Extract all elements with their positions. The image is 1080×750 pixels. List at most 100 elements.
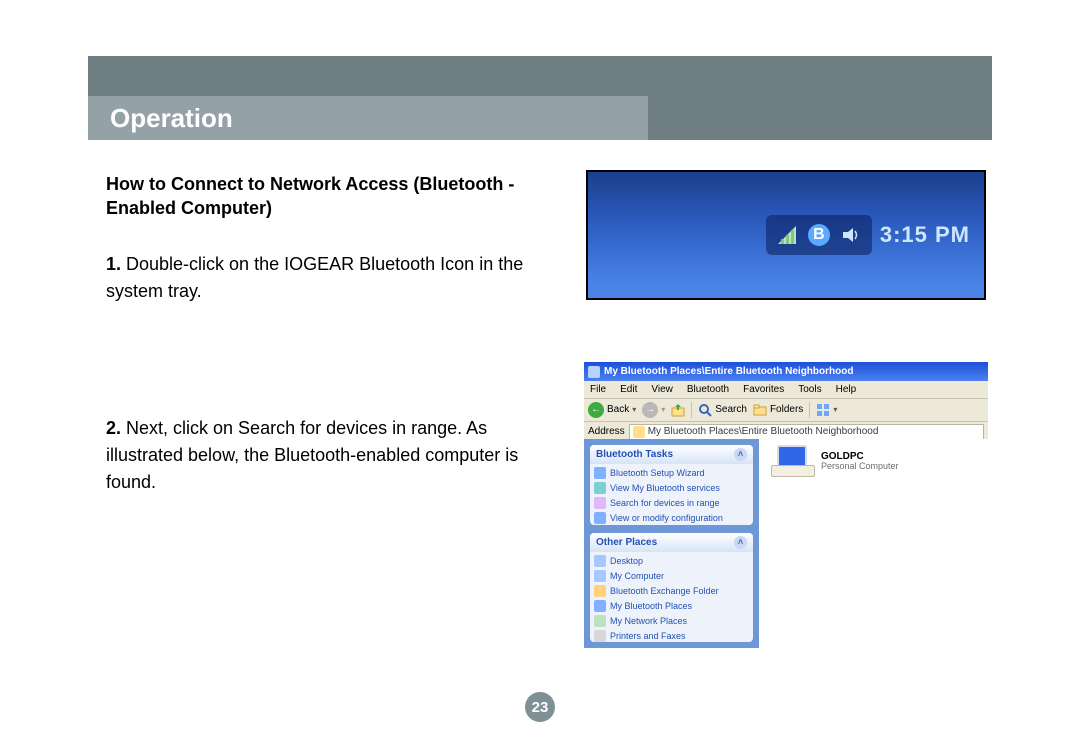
window-body: Bluetooth Tasks ˄ Bluetooth Setup Wizard…: [584, 439, 988, 648]
page-title: Operation: [110, 103, 233, 134]
task-label: View My Bluetooth services: [610, 484, 720, 493]
menu-edit[interactable]: Edit: [620, 385, 637, 395]
folder-icon: [594, 585, 606, 597]
menu-bar: File Edit View Bluetooth Favorites Tools…: [584, 381, 988, 399]
menu-view[interactable]: View: [651, 385, 673, 395]
up-button[interactable]: [671, 403, 685, 417]
device-name: GOLDPC: [821, 452, 899, 462]
forward-button[interactable]: → ▾: [642, 402, 665, 418]
menu-favorites[interactable]: Favorites: [743, 385, 784, 395]
window-icon: [588, 366, 600, 378]
task-view-config[interactable]: View or modify configuration: [594, 512, 751, 524]
search-button[interactable]: Search: [698, 403, 747, 417]
task-search-devices[interactable]: Search for devices in range: [594, 497, 751, 509]
back-label: Back: [607, 405, 629, 415]
header-bg-light: Operation: [88, 96, 648, 140]
content-area: How to Connect to Network Access (Blueto…: [106, 172, 992, 730]
place-label: My Computer: [610, 572, 664, 581]
place-my-computer[interactable]: My Computer: [594, 570, 751, 582]
toolbar-separator: [691, 402, 692, 418]
text-column: How to Connect to Network Access (Blueto…: [106, 172, 536, 496]
place-printers[interactable]: Printers and Faxes: [594, 630, 751, 642]
search-icon: [698, 403, 712, 417]
place-desktop[interactable]: Desktop: [594, 555, 751, 567]
manual-page: Operation How to Connect to Network Acce…: [0, 0, 1080, 750]
place-label: Bluetooth Exchange Folder: [610, 587, 719, 596]
sound-icon[interactable]: [840, 224, 862, 246]
header-bar: Operation: [88, 56, 992, 140]
chevron-down-icon: ▾: [833, 406, 837, 414]
bluetooth-tasks-header[interactable]: Bluetooth Tasks ˄: [590, 445, 753, 464]
menu-tools[interactable]: Tools: [798, 385, 821, 395]
config-icon: [594, 512, 606, 524]
menu-help[interactable]: Help: [836, 385, 857, 395]
place-my-bt-places[interactable]: My Bluetooth Places: [594, 600, 751, 612]
step-1: 1. Double-click on the IOGEAR Bluetooth …: [106, 251, 536, 305]
network-places-icon: [594, 615, 606, 627]
views-button[interactable]: ▾: [816, 403, 837, 417]
bt-places-icon: [594, 600, 606, 612]
other-places-title: Other Places: [596, 538, 657, 548]
step-1-text: Double-click on the IOGEAR Bluetooth Ico…: [106, 254, 523, 301]
desktop-icon: [594, 555, 606, 567]
views-icon: [816, 403, 830, 417]
system-tray: B: [766, 215, 872, 255]
place-bt-exchange[interactable]: Bluetooth Exchange Folder: [594, 585, 751, 597]
heading-line1: How to Connect to Network Access (Blueto…: [106, 174, 514, 194]
wizard-icon: [594, 467, 606, 479]
bluetooth-icon[interactable]: B: [808, 224, 830, 246]
back-icon: ←: [588, 402, 604, 418]
collapse-icon: ˄: [734, 536, 747, 549]
toolbar-separator: [809, 402, 810, 418]
heading-line2: Enabled Computer): [106, 198, 272, 218]
printers-icon: [594, 630, 606, 642]
place-my-network[interactable]: My Network Places: [594, 615, 751, 627]
task-view-services[interactable]: View My Bluetooth services: [594, 482, 751, 494]
address-path: My Bluetooth Places\Entire Bluetooth Nei…: [648, 427, 879, 437]
window-titlebar: My Bluetooth Places\Entire Bluetooth Nei…: [584, 362, 988, 381]
page-number-badge: 23: [525, 692, 555, 722]
place-label: My Bluetooth Places: [610, 602, 692, 611]
other-places-panel: Other Places ˄ Desktop My Computer Bluet…: [590, 533, 753, 642]
step-2: 2. Next, click on Search for devices in …: [106, 415, 536, 496]
toolbar: ← Back ▾ → ▾ Sear: [584, 399, 988, 422]
section-heading: How to Connect to Network Access (Blueto…: [106, 172, 536, 221]
task-label: Bluetooth Setup Wizard: [610, 469, 705, 478]
chevron-down-icon: ▾: [632, 406, 636, 414]
network-icon[interactable]: [776, 224, 798, 246]
folders-label: Folders: [770, 405, 803, 415]
folder-view[interactable]: GOLDPC Personal Computer: [759, 439, 988, 648]
chevron-down-icon: ▾: [661, 406, 665, 414]
menu-file[interactable]: File: [590, 385, 606, 395]
address-label: Address: [588, 427, 625, 437]
page-number: 23: [532, 699, 549, 716]
search-devices-icon: [594, 497, 606, 509]
back-button[interactable]: ← Back ▾: [588, 402, 636, 418]
address-field[interactable]: My Bluetooth Places\Entire Bluetooth Nei…: [629, 424, 984, 440]
task-setup-wizard[interactable]: Bluetooth Setup Wizard: [594, 467, 751, 479]
device-item[interactable]: GOLDPC Personal Computer: [771, 445, 899, 477]
place-label: Printers and Faxes: [610, 632, 686, 641]
computer-icon: [594, 570, 606, 582]
services-icon: [594, 482, 606, 494]
forward-icon: →: [642, 402, 658, 418]
folders-button[interactable]: Folders: [753, 403, 803, 417]
task-label: Search for devices in range: [610, 499, 720, 508]
tray-clock: 3:15 PM: [880, 222, 974, 248]
collapse-icon: ˄: [734, 448, 747, 461]
step-2-number: 2.: [106, 418, 121, 438]
other-places-header[interactable]: Other Places ˄: [590, 533, 753, 552]
bluetooth-tasks-title: Bluetooth Tasks: [596, 450, 673, 460]
address-icon: [633, 426, 645, 438]
place-label: My Network Places: [610, 617, 687, 626]
menu-bluetooth[interactable]: Bluetooth: [687, 385, 729, 395]
other-places-list: Desktop My Computer Bluetooth Exchange F…: [590, 552, 753, 642]
folders-icon: [753, 403, 767, 417]
folder-up-icon: [671, 403, 685, 417]
tasks-sidebar: Bluetooth Tasks ˄ Bluetooth Setup Wizard…: [584, 439, 759, 648]
window-title: My Bluetooth Places\Entire Bluetooth Nei…: [604, 367, 853, 377]
bluetooth-tasks-panel: Bluetooth Tasks ˄ Bluetooth Setup Wizard…: [590, 445, 753, 525]
bluetooth-tasks-list: Bluetooth Setup Wizard View My Bluetooth…: [590, 464, 753, 525]
step-2-text: Next, click on Search for devices in ran…: [106, 418, 518, 492]
place-label: Desktop: [610, 557, 643, 566]
